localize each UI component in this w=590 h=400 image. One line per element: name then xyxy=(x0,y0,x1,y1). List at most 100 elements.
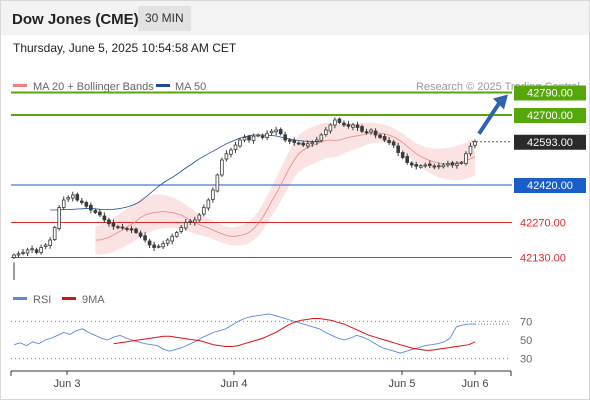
candle-body xyxy=(206,199,211,209)
rsi-ma-legend-label: 9MA xyxy=(82,294,105,306)
current-price-label: 42593.00 xyxy=(527,137,573,149)
candle-body xyxy=(391,141,396,146)
ma20-legend-swatch xyxy=(13,84,27,87)
rsi-tick-label: 70 xyxy=(520,316,532,328)
level-tag-resistance xyxy=(514,108,586,123)
bollinger-band xyxy=(95,122,476,255)
candle-body xyxy=(79,200,84,203)
candle-body xyxy=(70,194,75,199)
ma50-legend-label: MA 50 xyxy=(175,81,206,93)
rsi-tick-label: 50 xyxy=(520,335,532,347)
projection-arrow-shaft xyxy=(477,102,501,135)
candle-body xyxy=(360,126,364,132)
rsi-tick-label: 30 xyxy=(520,354,532,366)
rsi-ma-line xyxy=(113,318,476,351)
level-label-resistance: 42700.00 xyxy=(527,110,573,122)
candle-body xyxy=(423,164,428,167)
candle-body xyxy=(296,142,301,145)
header-bar: Dow Jones (CME) 30 MIN xyxy=(1,1,589,35)
candle-body xyxy=(292,139,297,143)
candle-body xyxy=(346,124,351,127)
projection-arrow-head xyxy=(493,94,508,110)
candle-body xyxy=(197,214,202,221)
candle-body xyxy=(382,136,387,141)
candle-body xyxy=(98,211,102,216)
candle-body xyxy=(409,162,414,166)
candle-body xyxy=(315,139,319,142)
candle-body xyxy=(179,227,184,232)
candle-body xyxy=(93,210,98,213)
candle-body xyxy=(30,248,34,251)
candle-body xyxy=(256,134,260,137)
candle-body xyxy=(414,164,419,167)
candle-body xyxy=(165,239,170,244)
support-level-label: 42130.00 xyxy=(520,253,566,265)
candle-body xyxy=(396,145,400,153)
candle-body xyxy=(464,153,468,164)
candle-body xyxy=(238,139,242,147)
candle-body xyxy=(260,135,265,138)
timeframe-button[interactable]: 30 MIN xyxy=(138,6,191,31)
candle-body xyxy=(188,220,193,223)
candle-body xyxy=(265,133,269,138)
rsi-line xyxy=(13,313,475,354)
candle-body xyxy=(39,247,43,253)
candle-body xyxy=(342,122,346,126)
level-label-pivot: 42420.00 xyxy=(527,180,573,192)
candle-body xyxy=(301,142,306,146)
x-axis-tick-label: Jun 3 xyxy=(54,378,81,390)
candle-body xyxy=(75,194,80,201)
candle-body xyxy=(48,239,52,246)
candle-body xyxy=(66,197,71,200)
candle-body xyxy=(278,129,283,135)
level-label-resistance: 42790.00 xyxy=(527,88,573,100)
candle-body xyxy=(138,232,143,237)
candle-body xyxy=(192,219,197,223)
candle-body xyxy=(432,165,437,168)
candle-body xyxy=(161,243,165,248)
rsi-ma-legend-swatch xyxy=(62,297,76,300)
ma20-line xyxy=(95,132,476,241)
candle-body xyxy=(34,249,39,253)
candle-body xyxy=(125,228,129,230)
candle-body xyxy=(220,159,224,176)
candle-body xyxy=(455,163,459,166)
candle-body xyxy=(102,215,107,221)
candle-body xyxy=(287,139,292,142)
candle-body xyxy=(242,137,247,141)
candle-body xyxy=(224,153,229,160)
candle-body xyxy=(25,249,30,254)
instrument-title: Dow Jones (CME) xyxy=(12,11,139,28)
datetime-label: Thursday, June 5, 2025 10:54:58 AM CET xyxy=(13,41,237,55)
current-price-tag xyxy=(514,134,586,150)
candle-body xyxy=(468,145,473,155)
candle-body xyxy=(378,134,382,138)
candle-body xyxy=(373,130,378,136)
candle-body xyxy=(337,118,342,123)
candle-body xyxy=(89,204,93,211)
candle-body xyxy=(120,226,125,229)
ma50-legend-swatch xyxy=(156,84,170,87)
candle-body xyxy=(107,219,111,225)
candle-body xyxy=(319,134,324,141)
candle-body xyxy=(355,124,360,128)
support-level-label: 42270.00 xyxy=(520,218,566,230)
candle-body xyxy=(211,189,215,200)
rsi-legend-label: RSI xyxy=(33,294,51,306)
candle-body xyxy=(152,244,156,248)
candle-body xyxy=(16,253,21,256)
candle-body xyxy=(459,162,464,164)
candle-body xyxy=(134,228,138,233)
candle-body xyxy=(43,244,48,247)
candle-body xyxy=(57,207,62,229)
x-axis-tick-label: Jun 5 xyxy=(389,378,416,390)
candle-body xyxy=(170,235,174,242)
candle-body xyxy=(446,163,450,166)
candle-body xyxy=(116,226,120,229)
candle-body xyxy=(405,156,410,163)
candle-body xyxy=(387,140,391,143)
candle-body xyxy=(147,240,152,246)
candle-body xyxy=(12,254,16,258)
candle-body xyxy=(233,144,238,150)
candle-body xyxy=(84,202,89,207)
